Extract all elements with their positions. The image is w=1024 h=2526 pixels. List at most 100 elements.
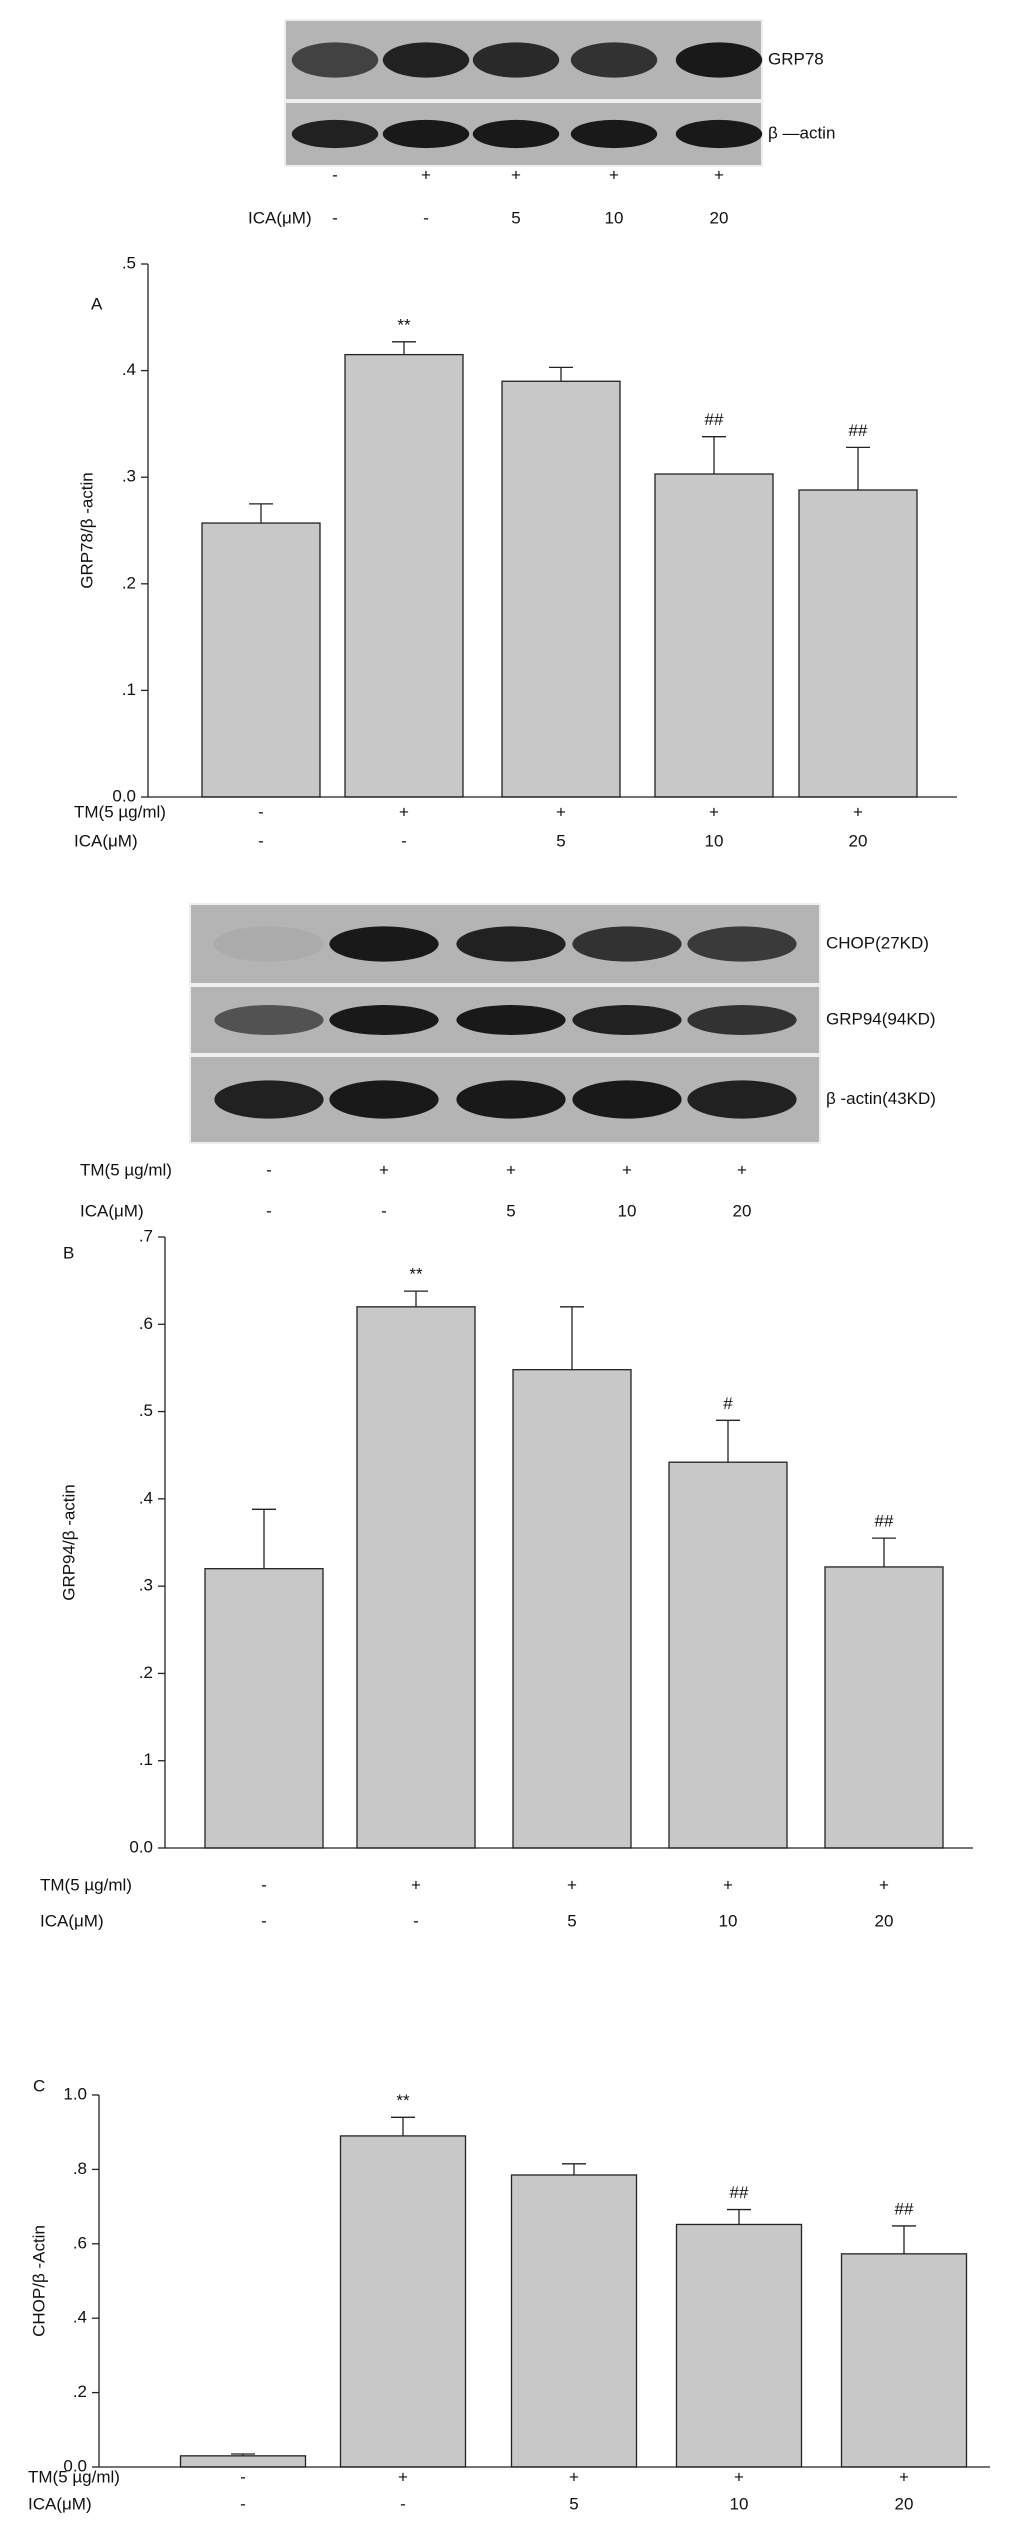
treatment-label: TM(5 µg/ml) xyxy=(74,802,166,821)
blot-band xyxy=(456,926,566,962)
treatment-value: + xyxy=(899,2467,909,2486)
y-tick-label: .1 xyxy=(122,680,136,699)
treatment-value: 20 xyxy=(895,2494,914,2513)
blot-label: β -actin(43KD) xyxy=(826,1089,936,1108)
y-axis-label: GRP94/β -actin xyxy=(59,1484,78,1601)
treatment-value: - xyxy=(261,1875,267,1894)
treatment-value: 5 xyxy=(567,1911,576,1930)
treatment-value: - xyxy=(332,208,338,227)
y-tick-label: .5 xyxy=(139,1401,153,1420)
treatment-value: 10 xyxy=(618,1201,637,1220)
y-tick-label: 0.0 xyxy=(112,786,136,805)
blot-band xyxy=(214,1005,324,1035)
treatment-value: - xyxy=(266,1160,272,1179)
treatment-label: ICA(μM) xyxy=(28,2494,92,2513)
bar xyxy=(501,380,621,798)
blot-label: GRP94(94KD) xyxy=(826,1009,936,1028)
significance: ** xyxy=(409,1265,423,1284)
treatment-value: - xyxy=(266,1201,272,1220)
blot-band xyxy=(214,926,324,962)
blot-band xyxy=(472,42,560,78)
treatment-value: - xyxy=(332,165,338,184)
treatment-value: - xyxy=(381,1201,387,1220)
y-tick-label: .2 xyxy=(73,2382,87,2401)
blot-band xyxy=(329,1005,439,1035)
treatment-label: ICA(μM) xyxy=(80,1201,144,1220)
treatment-value: + xyxy=(567,1875,577,1894)
y-tick-label: 0.0 xyxy=(129,1837,153,1856)
treatment-value: + xyxy=(421,165,431,184)
treatment-value: 10 xyxy=(605,208,624,227)
treatment-value: 5 xyxy=(569,2494,578,2513)
y-axis-label: GRP78/β -actin xyxy=(77,472,96,589)
treatment-value: + xyxy=(506,1160,516,1179)
blot-band xyxy=(570,42,658,78)
significance: ** xyxy=(396,2091,410,2110)
treatment-value: - xyxy=(240,2494,246,2513)
y-tick-label: .6 xyxy=(139,1314,153,1333)
blot-band xyxy=(572,1005,682,1035)
y-tick-label: .4 xyxy=(73,2308,87,2327)
panel-letter: C xyxy=(33,2076,45,2095)
treatment-value: 20 xyxy=(733,1201,752,1220)
blot-band xyxy=(572,926,682,962)
blot-band xyxy=(687,926,797,962)
blot-label: β —actin xyxy=(768,123,835,142)
y-tick-label: .7 xyxy=(139,1226,153,1245)
significance: ## xyxy=(895,2199,914,2218)
treatment-value: 5 xyxy=(506,1201,515,1220)
treatment-value: + xyxy=(709,802,719,821)
treatment-label: ICA(μM) xyxy=(74,831,138,850)
blot-band xyxy=(456,1005,566,1035)
blot-band xyxy=(456,1080,566,1119)
bar xyxy=(344,353,464,798)
treatment-value: + xyxy=(714,165,724,184)
treatment-value: - xyxy=(258,802,264,821)
blot-band xyxy=(570,119,658,149)
blot-band xyxy=(329,1080,439,1119)
blot-band xyxy=(687,1080,797,1119)
panel-letter: B xyxy=(63,1243,74,1262)
y-tick-label: .6 xyxy=(73,2233,87,2252)
y-tick-label: .2 xyxy=(122,573,136,592)
y-tick-label: .4 xyxy=(122,360,136,379)
treatment-value: 10 xyxy=(719,1911,738,1930)
blot-band xyxy=(382,119,470,149)
blot-label: GRP78 xyxy=(768,49,824,68)
treatment-label: ICA(μM) xyxy=(248,208,312,227)
bar xyxy=(201,522,321,798)
treatment-value: + xyxy=(879,1875,889,1894)
treatment-value: + xyxy=(411,1875,421,1894)
bar xyxy=(675,2223,803,2468)
treatment-value: 10 xyxy=(705,831,724,850)
blot-band xyxy=(572,1080,682,1119)
treatment-value: + xyxy=(723,1875,733,1894)
bar xyxy=(654,473,774,798)
blot-band xyxy=(675,119,763,149)
treatment-value: 20 xyxy=(710,208,729,227)
treatment-value: + xyxy=(569,2467,579,2486)
treatment-value: + xyxy=(609,165,619,184)
blot-band xyxy=(472,119,560,149)
y-tick-label: .8 xyxy=(73,2159,87,2178)
y-axis-label: CHOP/β -Actin xyxy=(29,2225,48,2337)
treatment-value: 5 xyxy=(556,831,565,850)
y-tick-label: .1 xyxy=(139,1750,153,1769)
y-tick-label: .5 xyxy=(122,253,136,272)
bar xyxy=(204,1568,324,1849)
bar xyxy=(824,1566,944,1849)
treatment-label: ICA(μM) xyxy=(40,1911,104,1930)
significance: ** xyxy=(397,315,411,334)
bar xyxy=(668,1461,788,1849)
significance: ## xyxy=(849,421,868,440)
bar xyxy=(356,1306,476,1849)
significance: ## xyxy=(705,410,724,429)
treatment-value: 20 xyxy=(875,1911,894,1930)
significance: ## xyxy=(730,2183,749,2202)
blot-label: CHOP(27KD) xyxy=(826,933,929,952)
treatment-value: 20 xyxy=(849,831,868,850)
treatment-value: - xyxy=(423,208,429,227)
y-tick-label: .3 xyxy=(122,467,136,486)
treatment-value: 10 xyxy=(730,2494,749,2513)
